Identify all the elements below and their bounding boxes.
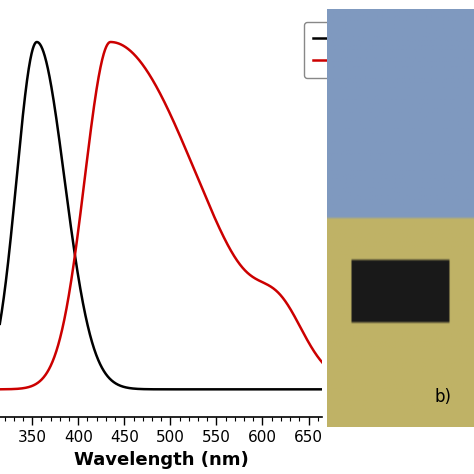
emission [352,379,357,385]
excitation [272,386,277,392]
Line: emission: emission [0,42,355,389]
excitation [341,386,346,392]
excitation [34,39,40,45]
Legend: excitation, emission: excitation, emission [304,22,444,78]
emission [341,375,346,381]
excitation [148,386,154,392]
emission [158,92,164,98]
excitation [341,386,346,392]
Text: b): b) [435,388,452,406]
emission [108,39,113,45]
emission [341,375,346,381]
emission [148,74,154,80]
excitation [158,386,164,392]
X-axis label: Wavelength (nm): Wavelength (nm) [74,451,248,469]
emission [272,286,277,292]
Line: excitation: excitation [0,42,355,389]
excitation [352,386,357,392]
